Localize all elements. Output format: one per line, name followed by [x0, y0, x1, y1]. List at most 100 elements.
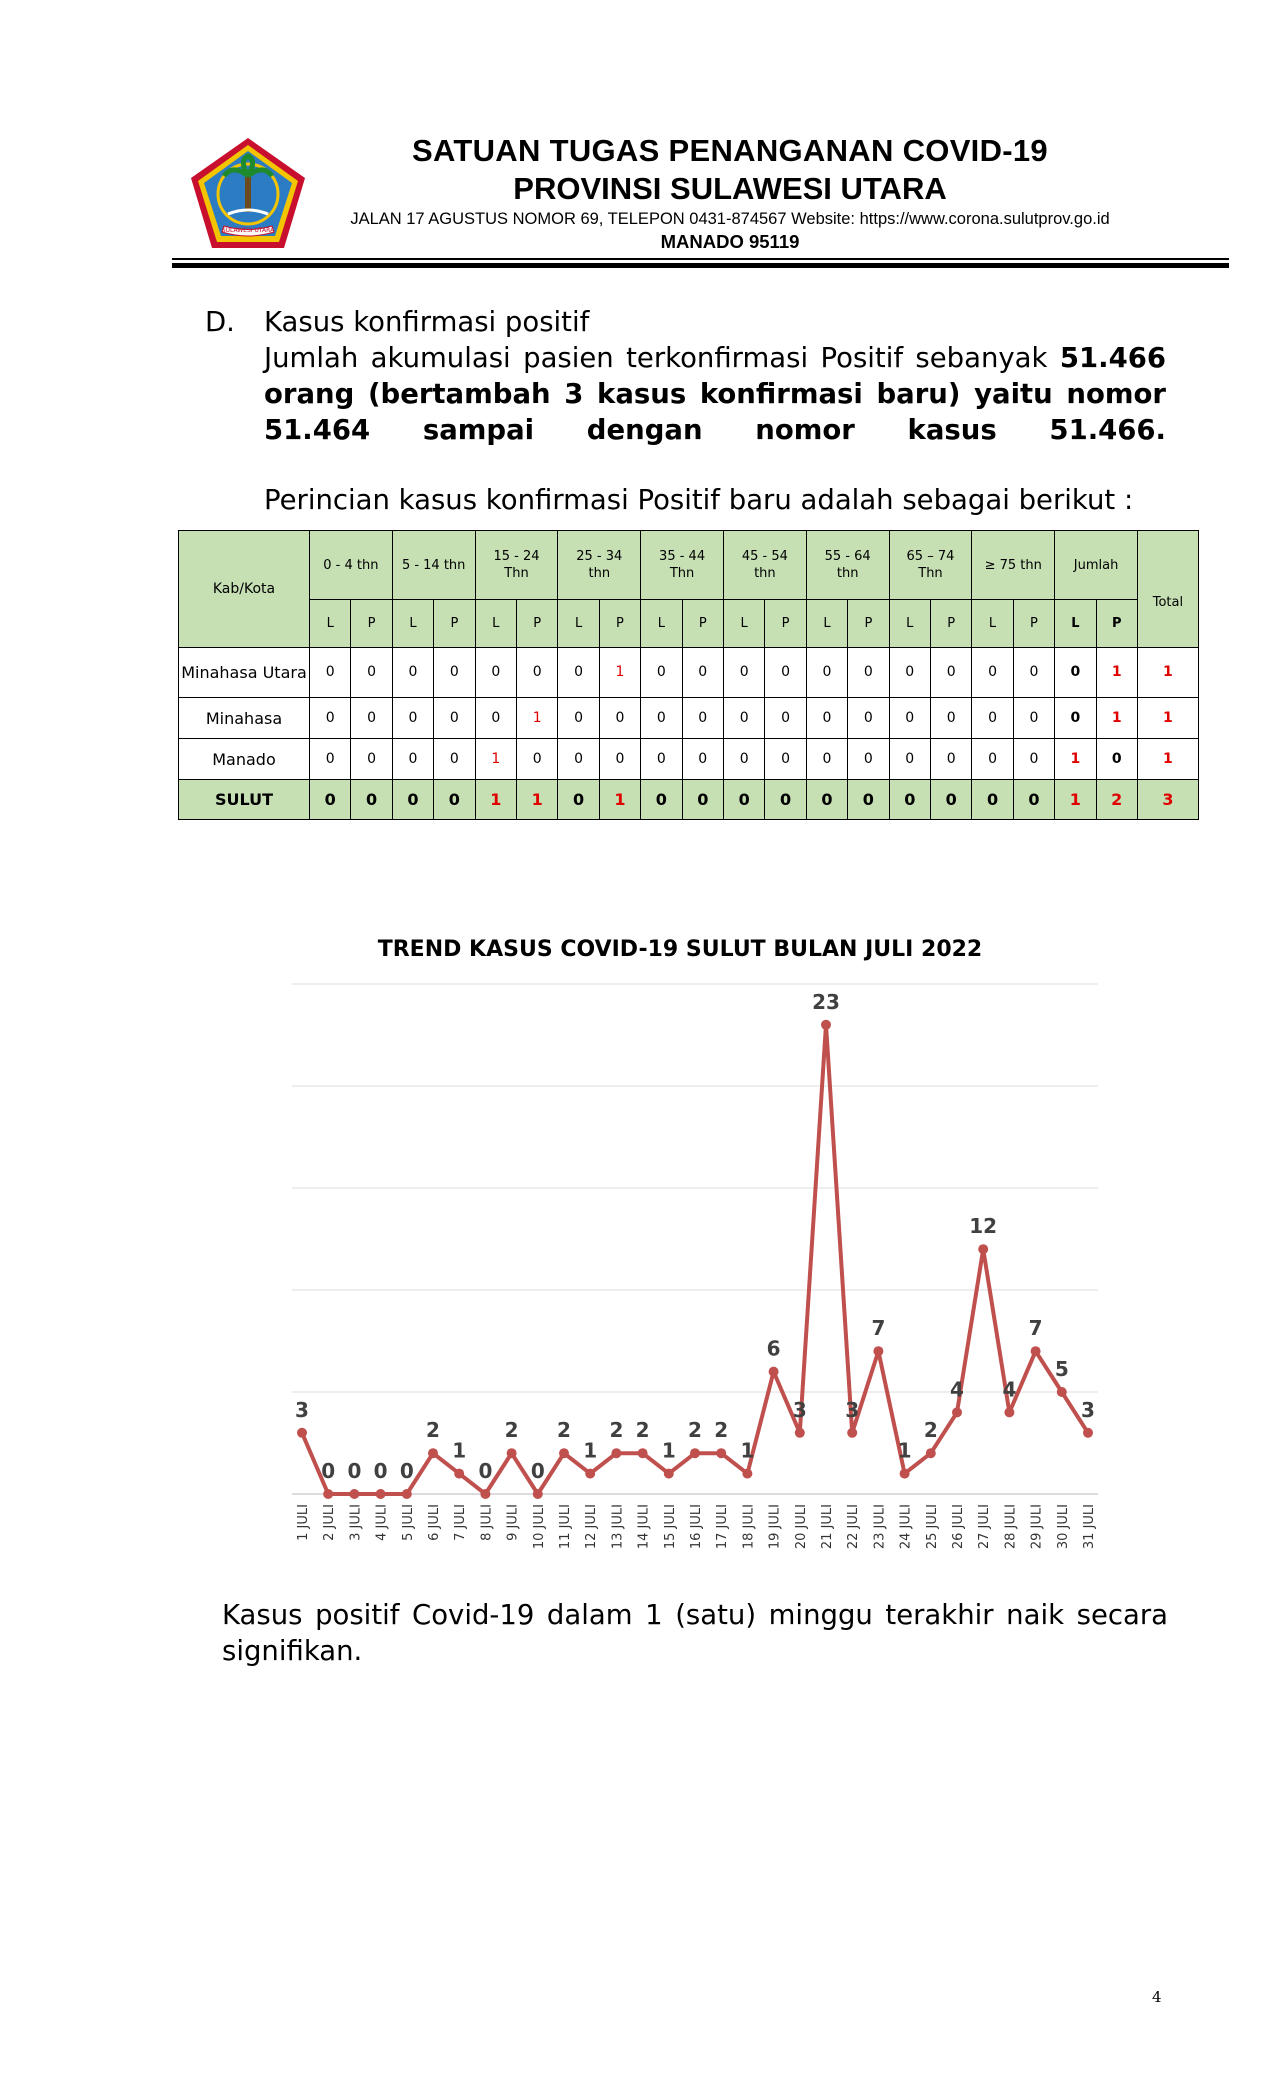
age-group-label: Thn [669, 566, 695, 581]
x-tick-label: 20 JULI [794, 1504, 809, 1549]
data-point [873, 1346, 884, 1357]
table-cell: 0 [474, 646, 517, 699]
sub-header-l: L [722, 599, 766, 648]
data-label: 4 [1002, 1377, 1016, 1401]
table-cell: 0 [805, 697, 849, 740]
total-cell: 1 [1136, 738, 1199, 781]
kab-name: Manado [178, 738, 310, 781]
chart-gridlines [292, 983, 1098, 1495]
table-cell: 0 [640, 646, 683, 699]
data-point [690, 1448, 700, 1459]
age-group-label: 15 - 24 [493, 549, 540, 564]
sub-header-p: P [929, 599, 973, 648]
data-point [323, 1489, 334, 1499]
data-label: 2 [636, 1418, 650, 1442]
sub-header-p: P [350, 599, 393, 648]
kab-name: Minahasa Utara [178, 646, 310, 699]
age-group-label: Thn [918, 566, 943, 581]
data-label: 0 [531, 1459, 545, 1483]
data-point [768, 1366, 779, 1377]
data-point [952, 1407, 962, 1418]
age-group-label: 55 - 64 [824, 549, 871, 564]
header-age-group: 35 - 44 Thn [640, 529, 724, 601]
table-footer-row: SULUT 0 0 0 0 1 1 0 1 0 0 0 0 0 0 0 0 0 0 1 2 3 [178, 779, 1199, 820]
age-group-label: 0 - 4 thn [323, 557, 379, 573]
table-cell: 0 [308, 646, 352, 699]
sub-header-l: L [888, 599, 931, 648]
trend-line-chart: TREND KASUS COVID-19 SULUT BULAN JULI 20… [292, 937, 1098, 1549]
data-point [663, 1468, 674, 1479]
table-cell: 0 [1012, 738, 1056, 781]
table-cell: 0 [433, 697, 476, 740]
data-label: 1 [740, 1439, 754, 1463]
data-point [925, 1448, 936, 1459]
x-tick-label: 12 JULI [584, 1504, 599, 1549]
data-label: 2 [924, 1418, 938, 1442]
x-tick-label: 28 JULI [1003, 1504, 1018, 1549]
table-cell: 0 [847, 646, 890, 699]
table-cell: 0 [971, 697, 1014, 740]
x-tick-label: 24 JULI [899, 1504, 914, 1549]
table-intro: Perincian kasus konfirmasi Positif baru … [264, 484, 1134, 516]
table-cell: 0 [391, 646, 435, 699]
age-group-label: ≥ 75 thn [984, 557, 1042, 573]
sub-header-l: L [391, 599, 435, 648]
data-point [480, 1489, 491, 1499]
table-cell: 0 [681, 646, 724, 699]
data-point [428, 1448, 438, 1459]
x-tick-label: 25 JULI [925, 1504, 940, 1549]
table-cell: 1 [1054, 779, 1097, 820]
table-cell: 0 [433, 646, 476, 699]
table-cell: 0 [805, 738, 849, 781]
section-title: Kasus konfirmasi positif [264, 306, 590, 338]
table-cell: 0 [598, 738, 642, 781]
province-logo-icon: SULAWESI UTARA [191, 138, 305, 248]
header-rule-thick [172, 263, 1229, 268]
table-cell: 0 [764, 697, 807, 740]
table-cell: 0 [971, 779, 1014, 820]
table-cell: 0 [1054, 646, 1097, 699]
table-cell: 0 [888, 779, 931, 820]
table-cell: 0 [888, 697, 931, 740]
data-label: 4 [950, 1377, 964, 1401]
data-label: 1 [583, 1439, 597, 1463]
table-cell: 1 [474, 738, 517, 781]
sub-header-l: L [640, 599, 683, 648]
age-group-label: 5 - 14 thn [401, 557, 466, 573]
x-tick-label: 23 JULI [872, 1504, 887, 1549]
header-total: Total [1136, 530, 1199, 648]
org-city: MANADO 95119 [660, 231, 800, 252]
age-group-label: Thn [504, 566, 529, 581]
table-cell: 0 [971, 738, 1014, 781]
x-tick-label: 8 JULI [479, 1504, 494, 1541]
table-cell: 0 [308, 738, 352, 781]
section-letter: D. [205, 306, 235, 338]
table-cell: 0 [350, 697, 393, 740]
data-point [559, 1448, 569, 1459]
x-tick-label: 2 JULI [322, 1504, 337, 1541]
org-name-line2: PROVINSI SULAWESI UTARA [513, 171, 947, 206]
cases-table: Kab/Kota 0 - 4 thn 5 - 14 thn 15 - 24 Thn… [178, 529, 1199, 820]
x-tick-label: 29 JULI [1030, 1504, 1045, 1549]
x-tick-label: 9 JULI [506, 1504, 521, 1541]
table-cell: 0 [929, 697, 973, 740]
table-cell: 0 [433, 779, 476, 820]
table-cell: 0 [474, 697, 517, 740]
header-jumlah: Jumlah [1054, 529, 1138, 601]
table-cell: 0 [847, 779, 890, 820]
data-label: 2 [557, 1418, 571, 1442]
table-cell: 0 [1012, 779, 1056, 820]
table-cell: 0 [350, 738, 393, 781]
table-cell: 1 [1095, 646, 1138, 699]
kab-name: Minahasa [178, 697, 310, 740]
age-group-label: thn [588, 566, 611, 581]
table-cell: 0 [308, 697, 352, 740]
sub-header-l: L [474, 599, 517, 648]
data-label: 2 [688, 1418, 702, 1442]
table-cell: 0 [722, 646, 766, 699]
table-cell: 0 [391, 779, 435, 820]
table-cell: 0 [888, 646, 931, 699]
age-group-label: 65 – 74 [906, 549, 955, 564]
table-cell: 0 [1054, 697, 1097, 740]
